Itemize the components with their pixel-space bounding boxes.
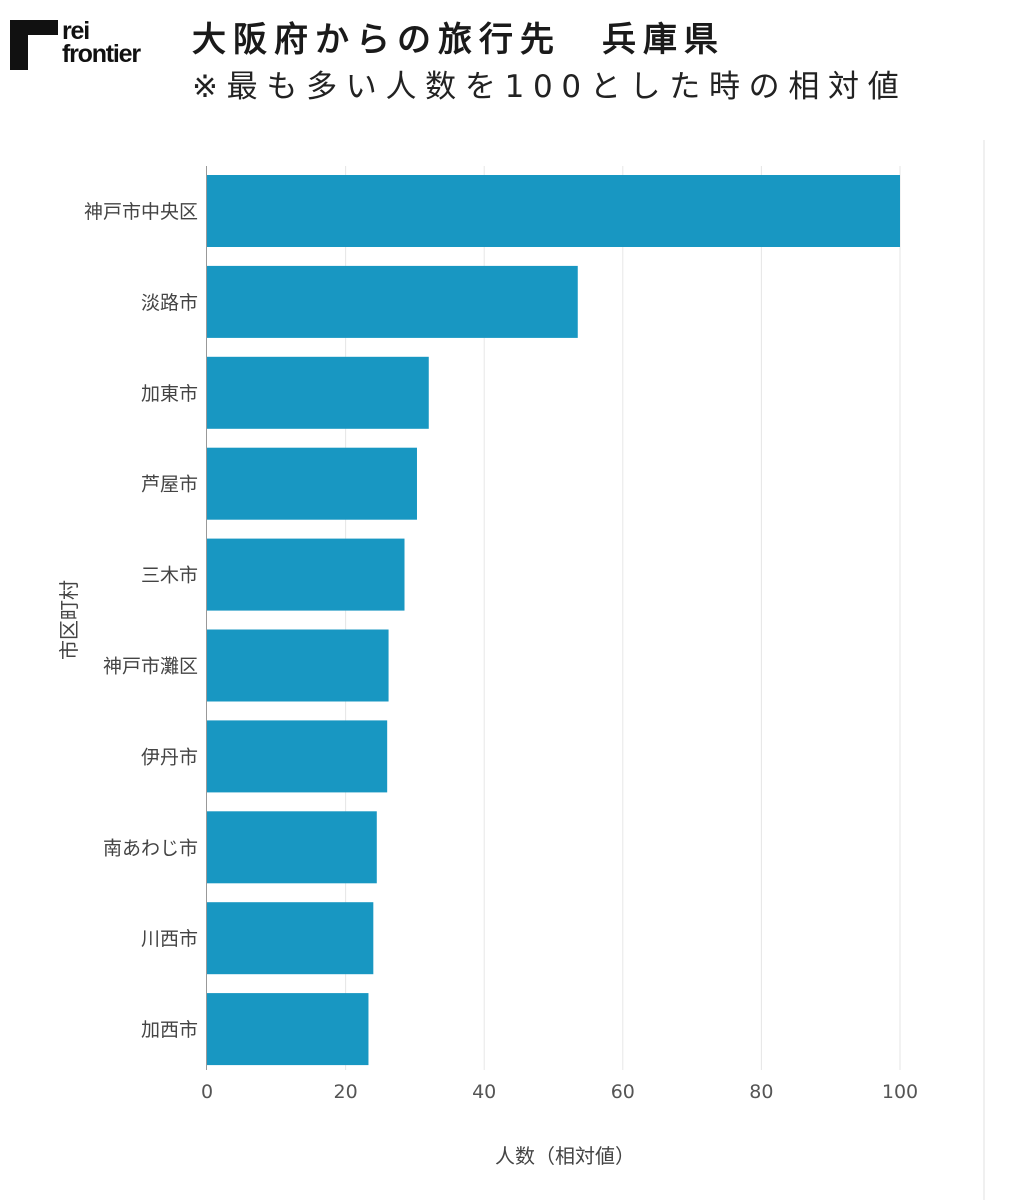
y-axis-title: 市区町村 (57, 580, 81, 660)
chart-title: 大阪府からの旅行先 兵庫県 (192, 20, 725, 60)
category-label: 加西市 (141, 1019, 198, 1041)
category-label: 加東市 (141, 383, 198, 405)
bar (207, 175, 900, 247)
divider (983, 140, 985, 1200)
bar (207, 538, 405, 611)
bar (207, 629, 389, 702)
x-tick-label: 0 (201, 1081, 213, 1103)
bar (207, 902, 374, 975)
bar (207, 720, 388, 793)
logo-line1: rei (62, 17, 90, 45)
category-label: 伊丹市 (141, 746, 198, 768)
bar (207, 356, 429, 429)
category-label: 南あわじ市 (103, 837, 198, 859)
category-label: 神戸市中央区 (84, 201, 198, 223)
bar (207, 447, 417, 520)
chart-subtitle: ※最も多い人数を100とした時の相対値 (192, 69, 908, 105)
x-axis-title: 人数（相対値） (495, 1144, 635, 1168)
x-tick-label: 40 (472, 1081, 496, 1103)
category-label: 淡路市 (141, 292, 198, 314)
bars (207, 175, 900, 1066)
x-tick-labels: 0 20 40 60 80 100 (201, 1081, 918, 1103)
logo-mark-icon (10, 20, 58, 70)
logo: rei frontier (10, 17, 160, 72)
category-label: 川西市 (141, 928, 198, 950)
x-tick-label: 20 (334, 1081, 358, 1103)
bar (207, 811, 377, 884)
x-tick-label: 60 (611, 1081, 635, 1103)
logo-text: rei frontier (62, 17, 141, 68)
bar (207, 265, 578, 338)
category-label: 三木市 (141, 565, 198, 587)
x-tick-label: 100 (882, 1081, 918, 1103)
x-tick-label: 80 (749, 1081, 773, 1103)
category-label: 神戸市灘区 (103, 656, 198, 678)
bar (207, 993, 369, 1066)
category-label: 芦屋市 (141, 474, 198, 496)
logo-line2: frontier (62, 40, 141, 68)
